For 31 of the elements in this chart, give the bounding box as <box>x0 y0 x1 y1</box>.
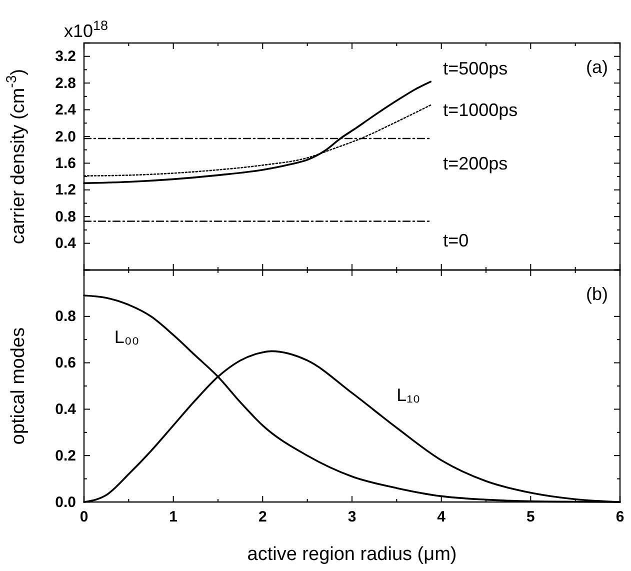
series-label: t=200ps <box>443 153 508 174</box>
annotation: (b) <box>586 284 608 304</box>
x-tick-label: 0 <box>80 508 88 526</box>
y-tick-label: 0.0 <box>55 494 76 511</box>
y-tick-label: 0.2 <box>55 447 76 464</box>
x-tick-label: 1 <box>169 508 178 526</box>
y-tick-label: 0.8 <box>55 208 76 226</box>
y-tick-label: 2.4 <box>55 102 77 119</box>
y-tick-label: 0.8 <box>55 308 76 326</box>
x-tick-label: 4 <box>437 508 446 526</box>
series-label: L₀₀ <box>114 326 140 347</box>
x-tick-label: 3 <box>348 508 356 526</box>
annotation: (a) <box>586 57 608 77</box>
y-axis-title: optical modes <box>8 327 29 445</box>
text: x10$^{18}$ <box>64 18 108 41</box>
y-tick-label: 0.6 <box>55 354 76 372</box>
series-label: t=0 <box>443 230 469 250</box>
series-label: t=1000ps <box>443 100 518 120</box>
y-tick-label: 1.2 <box>55 182 76 199</box>
x-tick-label: 5 <box>526 508 535 526</box>
x-axis-title: active region radius (μm) <box>247 544 457 565</box>
series-label: L₁₀ <box>396 384 420 405</box>
y-tick-label: 0.4 <box>55 235 77 252</box>
y-tick-label: 2.0 <box>55 128 76 146</box>
y-tick-label: 1.6 <box>55 154 76 172</box>
x-tick-label: 2 <box>258 508 267 526</box>
legend-label: t=500ps <box>443 58 508 79</box>
x-tick-label: 6 <box>616 508 624 526</box>
y-tick-label: 3.2 <box>55 48 76 66</box>
y-tick-label: 0.4 <box>55 401 77 418</box>
y-tick-label: 2.8 <box>55 74 76 92</box>
